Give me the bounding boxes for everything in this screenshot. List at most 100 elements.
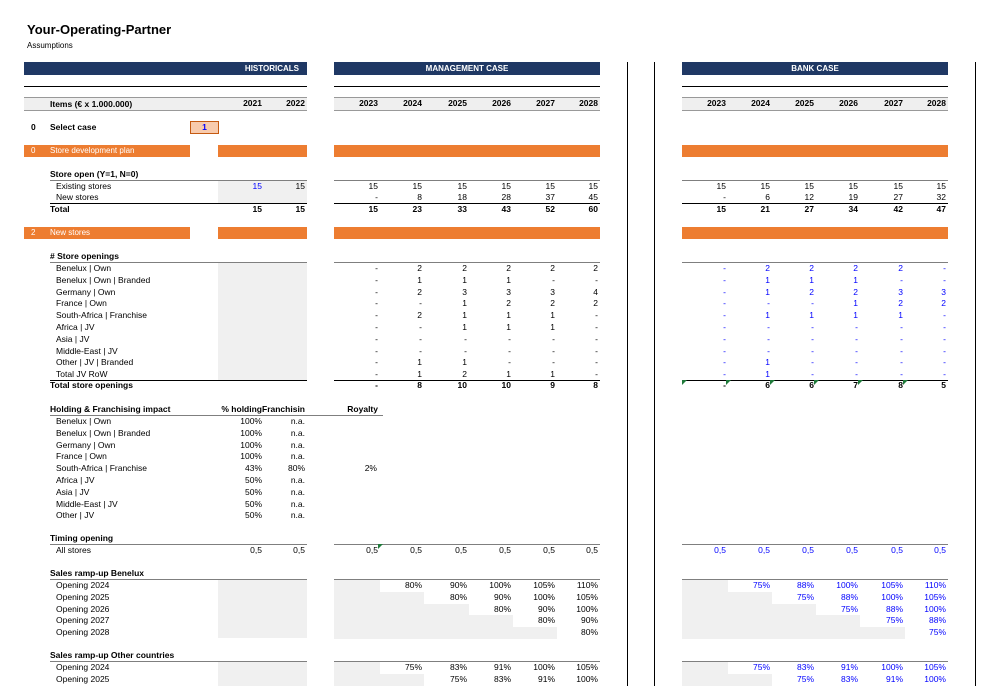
mgmt-value: 1	[506, 274, 511, 285]
cell-note-marker	[378, 544, 383, 549]
bank-value: -	[943, 369, 946, 380]
bank-value: 6	[765, 380, 770, 390]
row-label: South-Africa | Franchise	[56, 463, 148, 474]
mgmt-value: 100%	[533, 591, 555, 602]
mgmt-value: -	[464, 333, 467, 344]
row-label: Benelux | Own | Branded	[56, 274, 151, 285]
row-label: Other | JV | Branded	[56, 357, 134, 368]
shaded-block	[218, 661, 307, 686]
mgmt-value: 80%	[580, 627, 598, 638]
bank-value: 83%	[796, 662, 814, 672]
bank-value: 2	[765, 263, 770, 273]
bank-value: -	[767, 345, 770, 356]
franchise-value: n.a.	[290, 427, 305, 438]
year-header: 2025	[795, 98, 814, 108]
mgmt-value: 0,5	[586, 545, 598, 555]
mgmt-value: 8	[593, 380, 598, 390]
orange-bar	[682, 227, 948, 239]
royalty-value	[317, 475, 377, 486]
royalty-value	[317, 510, 377, 521]
mgmt-value: 1	[462, 274, 467, 285]
bank-value: 15	[716, 204, 726, 214]
bank-value: 3	[898, 286, 903, 297]
mgmt-value: -	[508, 345, 511, 356]
bank-value: 2	[941, 298, 946, 309]
mgmt-value: -	[595, 345, 598, 356]
bank-value: 47	[936, 204, 946, 214]
divider	[682, 661, 948, 662]
mgmt-value: 2	[462, 369, 467, 380]
mgmt-value: 60	[588, 204, 598, 214]
mgmt-value: 1	[550, 310, 555, 321]
franchise-value: 80%	[287, 463, 305, 474]
divider	[334, 180, 600, 181]
mgmt-value: 3	[462, 286, 467, 297]
holding-value: 50%	[244, 475, 262, 485]
bank-value: 1	[765, 357, 770, 368]
mgmt-value: 1	[506, 322, 511, 332]
mgmt-value: 15	[412, 181, 422, 191]
bank-value: 100%	[924, 673, 946, 684]
divider	[24, 86, 307, 87]
bank-value: -	[767, 298, 770, 309]
bank-value: -	[723, 263, 726, 273]
royalty-value	[317, 428, 377, 439]
bank-value: 83%	[840, 673, 858, 684]
mgmt-value: 75%	[449, 673, 467, 684]
bank-value: -	[723, 286, 726, 297]
bank-value: -	[811, 322, 814, 332]
cell-note-marker	[903, 380, 908, 385]
mgmt-value: -	[375, 274, 378, 285]
bank-value: -	[855, 345, 858, 356]
subsection-title: Holding & Franchising impact	[50, 404, 171, 414]
bank-value: -	[855, 357, 858, 368]
shaded-block	[218, 180, 307, 203]
mgmt-value: 0,5	[455, 545, 467, 555]
mgmt-value: 1	[417, 369, 422, 380]
select-case-input[interactable]: 1	[190, 121, 219, 134]
mgmt-value: 91%	[493, 662, 511, 672]
bank-value: 1	[765, 369, 770, 380]
bank-value: -	[767, 322, 770, 332]
bank-value: -	[723, 192, 726, 202]
bank-value: 15	[936, 181, 946, 191]
mgmt-value: 83%	[449, 662, 467, 672]
cell-note-marker	[682, 380, 687, 385]
mgmt-value: 1	[462, 298, 467, 309]
year-header: 2028	[579, 98, 598, 108]
row-label: Africa | JV	[56, 475, 95, 485]
bank-value: 1	[765, 274, 770, 285]
bank-value: 100%	[924, 603, 946, 614]
franchise-value: n.a.	[290, 498, 305, 509]
bank-value: 32	[936, 192, 946, 202]
row-label: Asia | JV	[56, 486, 90, 497]
mgmt-value: 10	[457, 380, 467, 390]
mgmt-value: 2	[593, 298, 598, 309]
mgmt-value: 2	[417, 310, 422, 321]
bank-value: -	[855, 333, 858, 344]
select-case-label: Select case	[50, 122, 97, 132]
bank-value: 1	[853, 274, 858, 285]
row-label: Opening 2025	[56, 591, 110, 602]
divider	[50, 415, 383, 416]
row-label: Total store openings	[50, 380, 133, 390]
mgmt-value: 1	[506, 369, 511, 380]
row-label: Total	[50, 204, 70, 214]
bank-value: -	[723, 333, 726, 344]
mgmt-value: -	[419, 298, 422, 309]
bank-value: 0,5	[934, 545, 946, 555]
mgmt-value: 2	[417, 263, 422, 273]
bank-value: 8	[898, 380, 903, 390]
mgmt-value: -	[419, 322, 422, 332]
mgmt-value: 8	[417, 380, 422, 390]
divider	[334, 86, 600, 87]
bank-value: -	[900, 322, 903, 332]
mgmt-value: 80%	[449, 591, 467, 602]
orange-bar	[218, 145, 307, 157]
section-store-development-bar: 0 Store development plan	[24, 145, 190, 157]
row-label: Opening 2024	[56, 580, 110, 590]
hist-value	[245, 192, 305, 203]
bank-value: 15	[760, 181, 770, 191]
bank-value: 5	[941, 380, 946, 390]
bank-value: -	[943, 333, 946, 344]
